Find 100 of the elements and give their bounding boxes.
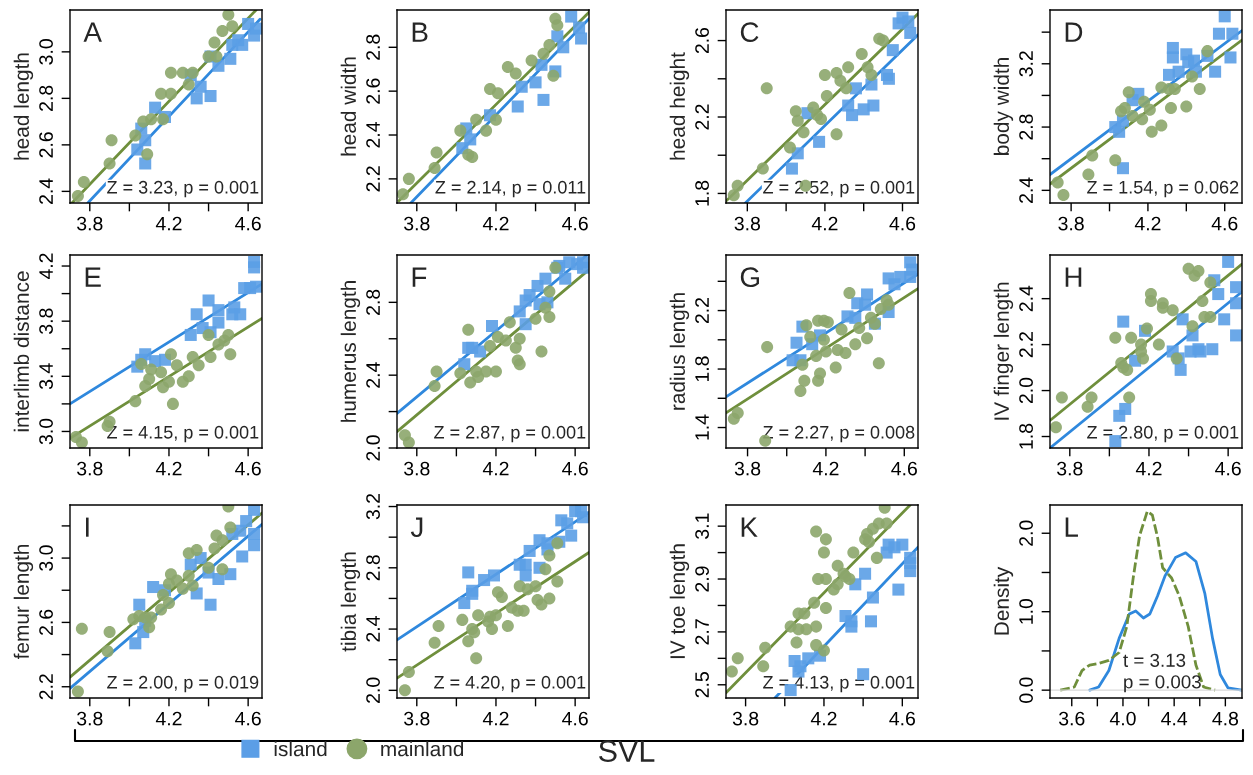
y-axis-title: head height xyxy=(669,52,690,160)
y-tick-label: 1.4 xyxy=(695,414,709,440)
x-tick-label: 4.6 xyxy=(1215,461,1241,476)
y-tick-label: 2.2 xyxy=(1019,332,1033,358)
x-tick-label: 4.6 xyxy=(235,461,261,476)
x-tick-label: 3.8 xyxy=(77,461,103,476)
legend-label: island xyxy=(274,741,327,757)
y-tick-label: 2.8 xyxy=(366,289,380,315)
annotation: p = 0.003 xyxy=(1124,675,1201,693)
x-tick-label: 4.2 xyxy=(155,711,182,726)
x-tick-label: 3.8 xyxy=(734,461,761,476)
x-tick-label: 3.6 xyxy=(1058,711,1085,726)
x-tick-label: 4.8 xyxy=(1212,711,1239,726)
x-tick-label: 4.2 xyxy=(482,461,509,476)
x-tick-label: 3.8 xyxy=(404,711,430,726)
y-axis-title: head width xyxy=(340,57,357,156)
y-tick-label: 2.7 xyxy=(695,619,709,645)
x-tick-label: 4.6 xyxy=(562,711,588,726)
y-tick-label: 3.4 xyxy=(39,363,53,390)
y-tick-label: 2.8 xyxy=(39,85,53,111)
x-tick-label: 4.6 xyxy=(562,216,588,231)
y-axis-title: Density xyxy=(993,566,1014,635)
y-axis-title: IV toe length xyxy=(669,544,690,659)
y-tick-label: 2.6 xyxy=(366,78,380,104)
x-tick-label: 4.6 xyxy=(889,711,915,726)
annotation: Z = 2.27, p = 0.008 xyxy=(763,425,915,443)
x-tick-label: 3.8 xyxy=(1057,461,1083,476)
x-tick-label: 4.6 xyxy=(1211,216,1238,231)
chart-title: K xyxy=(741,517,758,537)
x-tick-label: 4.2 xyxy=(155,461,182,476)
chart-title: F xyxy=(412,267,427,287)
y-tick-label: 1.8 xyxy=(1019,423,1033,449)
chart-title: E xyxy=(85,267,101,287)
y-tick-label: 2.8 xyxy=(1019,114,1033,140)
x-tick-label: 4.0 xyxy=(1109,711,1136,726)
annotation: t = 3.13 xyxy=(1123,653,1186,667)
y-tick-label: 2.4 xyxy=(366,362,380,388)
x-tick-label: 4.6 xyxy=(891,461,917,476)
y-tick-label: 2.4 xyxy=(1019,285,1033,312)
annotation: Z = 4.20, p = 0.001 xyxy=(434,675,586,693)
x-tick-label: 4.2 xyxy=(812,461,839,476)
y-tick-label: 2.4 xyxy=(1019,177,1033,203)
y-tick-label: 2.4 xyxy=(366,616,380,642)
y-tick-label: 2.8 xyxy=(366,555,380,581)
x-tick-label: 3.8 xyxy=(404,461,430,476)
y-tick-label: 2.4 xyxy=(39,178,53,204)
y-tick-label: 3.0 xyxy=(39,545,53,571)
chart-title: B xyxy=(412,22,428,42)
x-tick-label: 4.2 xyxy=(810,711,837,726)
y-tick-label: 2.6 xyxy=(39,132,53,158)
y-tick-label: 1.8 xyxy=(695,356,709,382)
y-tick-label: 3.2 xyxy=(1019,51,1033,77)
y-axis-title: interlimb distance xyxy=(13,271,30,432)
y-axis-title: IV finger length xyxy=(993,282,1014,420)
y-axis-title: femur length xyxy=(13,544,34,660)
annotation: Z = 2.87, p = 0.001 xyxy=(434,425,586,443)
x-tick-label: 4.2 xyxy=(1134,216,1161,231)
y-tick-label: 2.2 xyxy=(39,674,53,700)
x-tick-label: 4.6 xyxy=(889,216,916,231)
x-tick-label: 4.6 xyxy=(562,461,588,476)
annotation: Z = 2.00, p = 0.019 xyxy=(107,675,259,693)
chart-title: A xyxy=(83,22,102,42)
x-tick-label: 4.2 xyxy=(811,216,838,231)
annotation: Z = 1.54, p = 0.062 xyxy=(1087,180,1239,198)
x-tick-label: 3.8 xyxy=(77,711,103,726)
y-tick-label: 2.8 xyxy=(366,34,380,60)
x-tick-label: 4.4 xyxy=(1161,711,1188,726)
x-axis-title: SVL xyxy=(599,740,655,762)
y-tick-label: 2.0 xyxy=(1019,377,1033,404)
y-tick-label: 4.2 xyxy=(39,253,53,280)
x-tick-label: 4.6 xyxy=(235,711,261,726)
chart-title: I xyxy=(86,517,89,537)
y-tick-label: 3.0 xyxy=(39,39,53,65)
chart-title: C xyxy=(740,22,759,42)
y-axis-title: humerus length xyxy=(340,281,361,422)
x-tick-label: 3.8 xyxy=(404,216,430,231)
chart-title: D xyxy=(1065,22,1083,42)
chart-title: H xyxy=(1065,267,1082,287)
y-axis-title: head length xyxy=(13,53,34,160)
legend-label: mainland xyxy=(381,741,464,757)
y-tick-label: 1.8 xyxy=(695,180,709,206)
x-tick-label: 3.8 xyxy=(1058,216,1084,231)
x-tick-label: 3.8 xyxy=(77,216,103,231)
y-axis-title: radius length xyxy=(669,293,690,410)
y-axis-title: body width xyxy=(993,58,1014,155)
annotation: Z = 4.13, p = 0.001 xyxy=(763,675,915,693)
y-tick-label: 3.2 xyxy=(366,493,380,520)
annotation: Z = 3.23, p = 0.001 xyxy=(107,180,259,198)
y-tick-label: 2.4 xyxy=(366,122,380,148)
y-tick-label: 2.0 xyxy=(366,677,380,703)
x-tick-label: 4.2 xyxy=(155,216,182,231)
chart-title: G xyxy=(740,267,759,287)
y-axis-title: tibia length xyxy=(340,552,361,652)
y-tick-label: 2.0 xyxy=(1019,520,1033,546)
annotation: Z = 2.80, p = 0.001 xyxy=(1087,425,1239,443)
x-tick-label: 4.2 xyxy=(1135,461,1162,476)
x-tick-label: 3.8 xyxy=(734,216,760,231)
y-tick-label: 3.1 xyxy=(695,513,709,539)
y-tick-label: 2.2 xyxy=(695,298,709,324)
annotation: Z = 2.14, p = 0.011 xyxy=(435,180,586,198)
